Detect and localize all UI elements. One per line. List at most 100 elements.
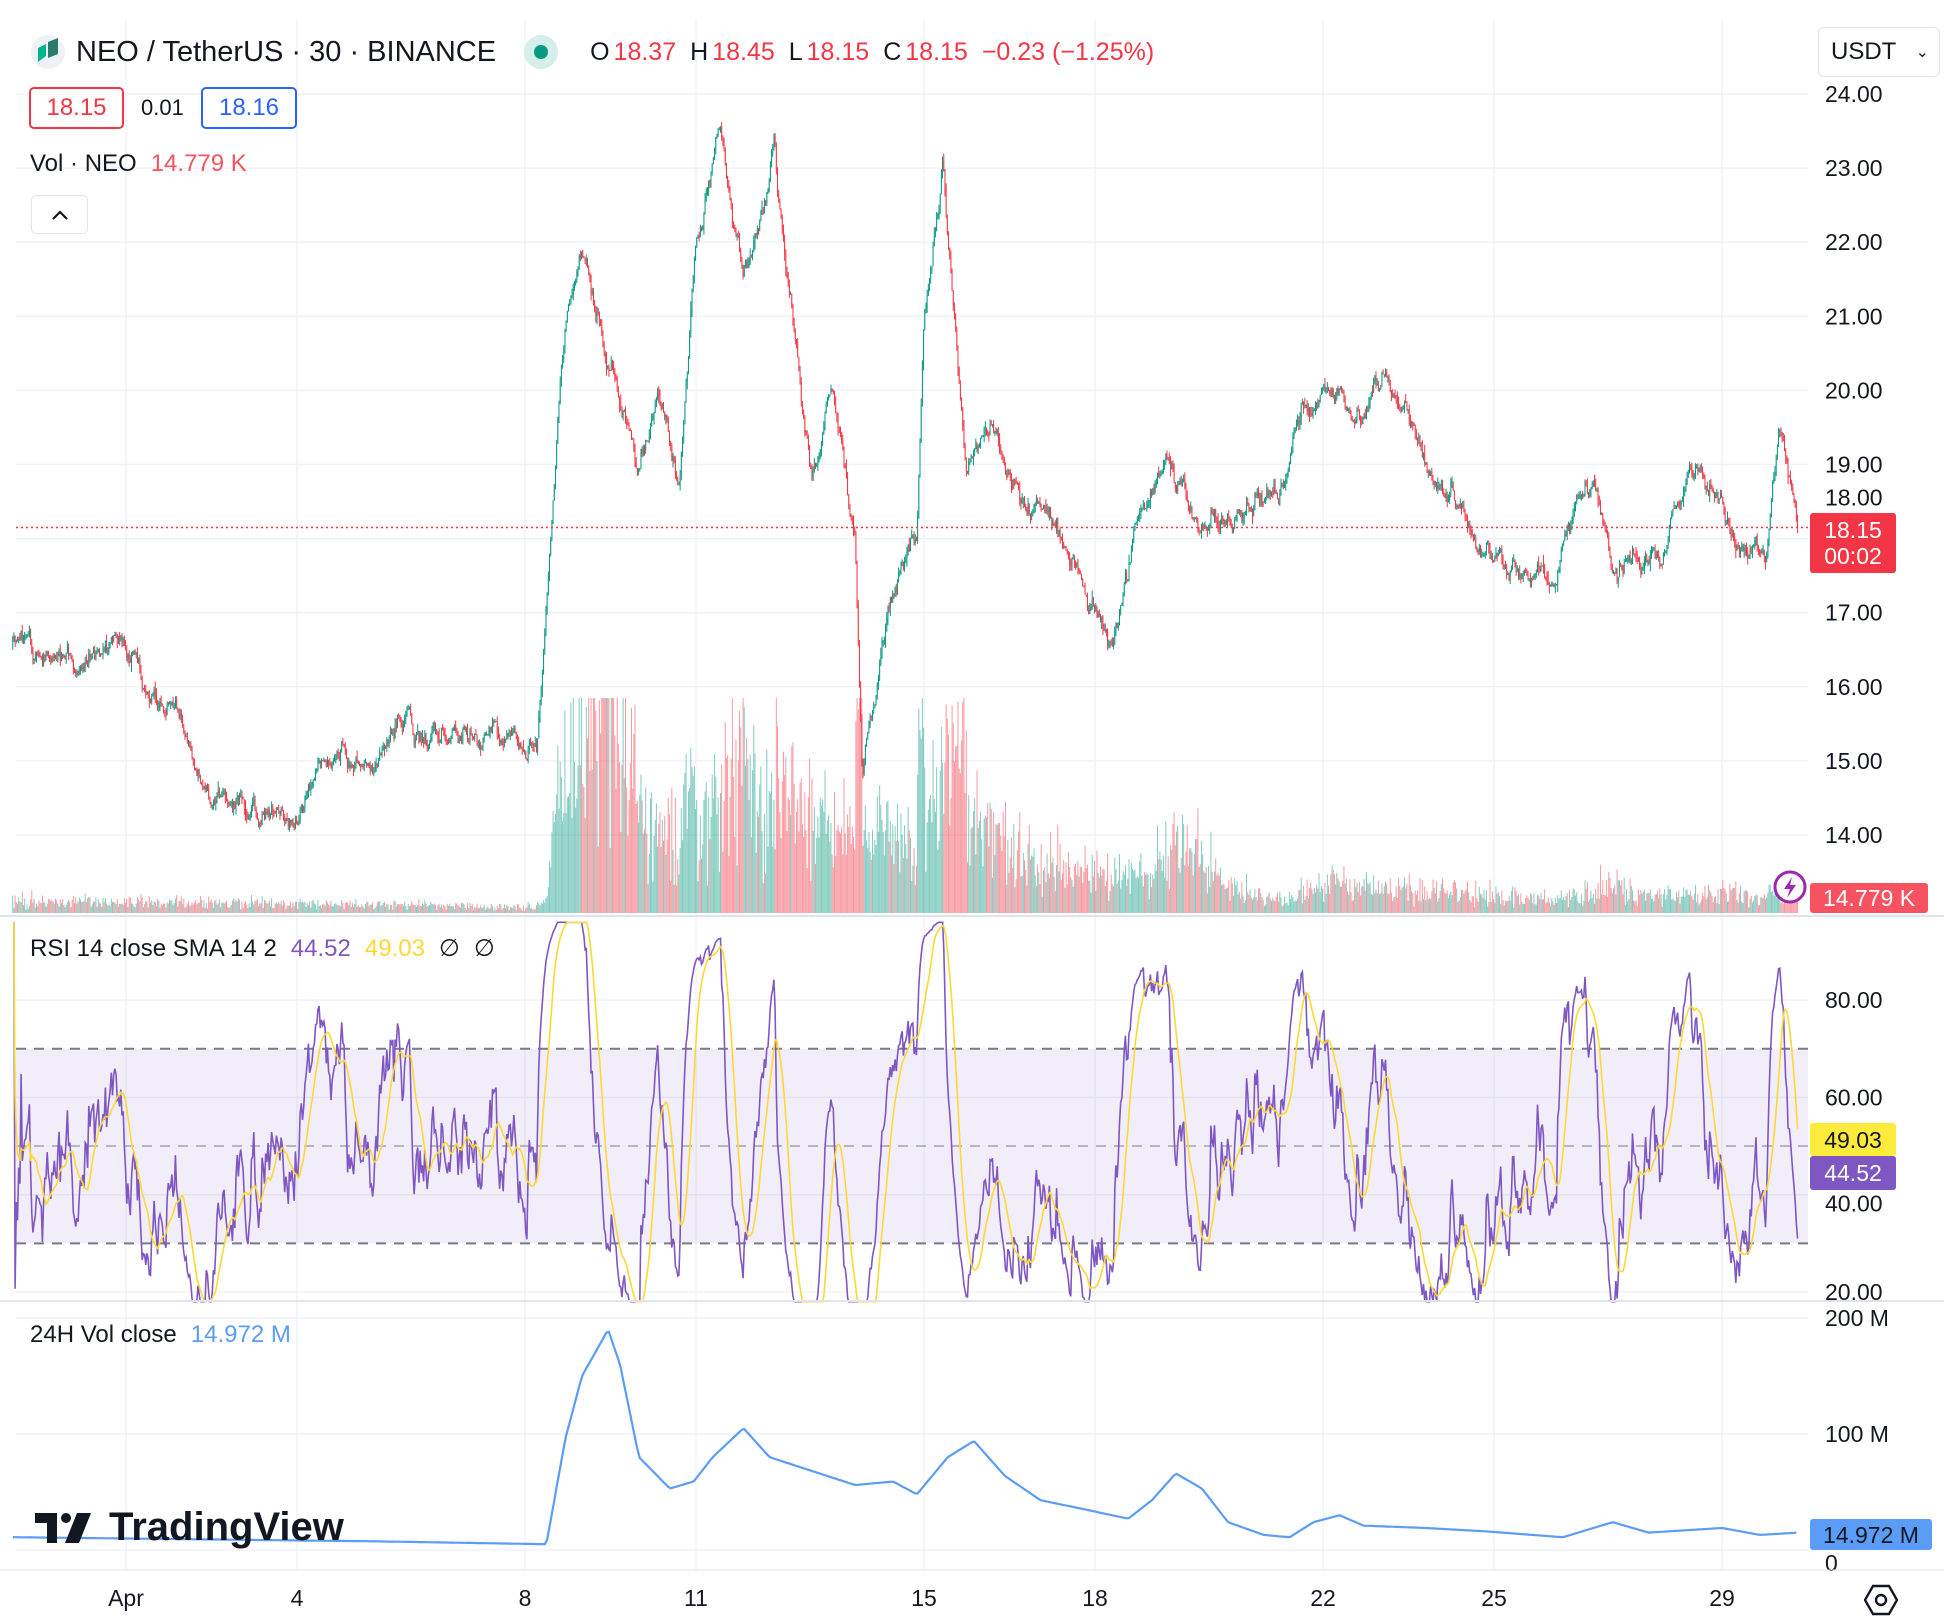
candle-body [1277, 492, 1278, 499]
volume-bar [1674, 900, 1676, 913]
volume-bar [1680, 896, 1682, 913]
volume-bar [575, 807, 577, 913]
settings-hex-icon[interactable] [1863, 1584, 1899, 1621]
candle-body [1633, 548, 1635, 555]
candle-body [1209, 523, 1211, 529]
vol24-tick-label: 200 M [1825, 1305, 1889, 1331]
volume-bar [861, 698, 863, 913]
volume-bar [1386, 883, 1388, 913]
volume-bar [1466, 881, 1468, 913]
volume-bar [1186, 825, 1188, 913]
candle-body [158, 702, 160, 710]
volume-bar [256, 898, 258, 913]
volume-bar [512, 908, 514, 913]
volume-bar [1171, 849, 1173, 913]
candle-body [935, 230, 936, 235]
candle-body [1001, 452, 1003, 456]
candle-body [1794, 499, 1796, 507]
candle-body [59, 650, 61, 662]
lightning-icon[interactable] [1772, 869, 1808, 910]
candle-body [1367, 407, 1369, 412]
candle-body [773, 136, 775, 148]
volume-bar [621, 764, 623, 913]
candle-body [714, 148, 715, 158]
volume-bar [1409, 885, 1411, 913]
volume-bar [1167, 856, 1169, 913]
candle-body [135, 652, 137, 655]
buy-price-button[interactable]: 18.16 [201, 87, 297, 129]
candle-body [660, 404, 662, 409]
candle-body [1284, 483, 1285, 488]
candle-body [493, 721, 495, 723]
volume-bar [881, 819, 883, 913]
candle-body [1431, 471, 1433, 477]
candle-body [180, 713, 182, 721]
volume-bar [797, 799, 799, 913]
candle-body [1210, 510, 1212, 524]
candle-body [1430, 471, 1432, 475]
candle-body [1610, 556, 1612, 567]
market-status-icon[interactable] [524, 35, 559, 69]
candle-body [1370, 392, 1372, 398]
volume-bar [1007, 840, 1009, 913]
candle-body [1002, 455, 1004, 460]
volume-bar [1485, 890, 1487, 913]
volume-bar [614, 735, 616, 913]
candle-body [52, 657, 54, 659]
candle-body [886, 617, 888, 632]
x-tick-label: 4 [291, 1585, 304, 1611]
candle-body [170, 703, 172, 705]
candle-body [1331, 390, 1333, 397]
volume-legend[interactable]: Vol · NEO 14.779 K [30, 150, 247, 178]
candle-body [1278, 498, 1280, 505]
candle-body [1765, 556, 1766, 562]
volume-bar [515, 910, 517, 913]
candle-body [1585, 482, 1587, 487]
candle-body [968, 461, 970, 473]
volume-bar [511, 907, 513, 913]
sell-price-button[interactable]: 18.15 [29, 87, 124, 129]
currency-select[interactable]: USDT ⌄ [1818, 27, 1940, 77]
volume-bar [128, 896, 130, 913]
candle-body [346, 752, 347, 758]
candle-body [256, 815, 258, 820]
candle-body [240, 795, 242, 797]
collapse-legend-button[interactable] [31, 195, 88, 234]
candle-body [1505, 564, 1506, 568]
candle-body [1427, 471, 1429, 473]
candle-body [992, 424, 993, 426]
volume-bar [844, 833, 846, 913]
candle-body [1211, 510, 1213, 515]
candle-body [353, 767, 354, 770]
volume-bar [1596, 898, 1598, 913]
volume-bar [281, 905, 283, 913]
candle-body [1068, 552, 1069, 558]
volume-bar [702, 844, 704, 913]
candle-body [337, 752, 339, 754]
candle-body [843, 448, 845, 466]
rsi-legend[interactable]: RSI 14 close SMA 14 2 44.52 49.03 ∅ ∅ [30, 934, 495, 963]
candle-body [1604, 525, 1606, 527]
candle-body [815, 464, 816, 467]
volume-bar [1047, 873, 1049, 913]
volume-bar [418, 899, 420, 913]
symbol-title[interactable]: NEO / TetherUS · 30 · BINANCE [76, 35, 497, 68]
volume-bar [1349, 879, 1351, 913]
candle-body [1016, 482, 1018, 484]
vol24-legend[interactable]: 24H Vol close 14.972 M [30, 1321, 291, 1349]
candle-body [607, 365, 609, 368]
candle-body [1642, 567, 1644, 569]
candle-body [382, 745, 384, 751]
candle-body [357, 760, 359, 764]
tradingview-logo[interactable]: TradingView [35, 1505, 344, 1550]
candle-body [1310, 413, 1312, 415]
candle-body [593, 291, 594, 301]
candle-body [1792, 487, 1794, 494]
volume-bar [1027, 843, 1029, 913]
candle-body [938, 205, 940, 215]
candle-body [783, 229, 784, 241]
candle-body [501, 739, 503, 741]
volume-bar [1070, 877, 1072, 913]
volume-bar [107, 905, 109, 913]
